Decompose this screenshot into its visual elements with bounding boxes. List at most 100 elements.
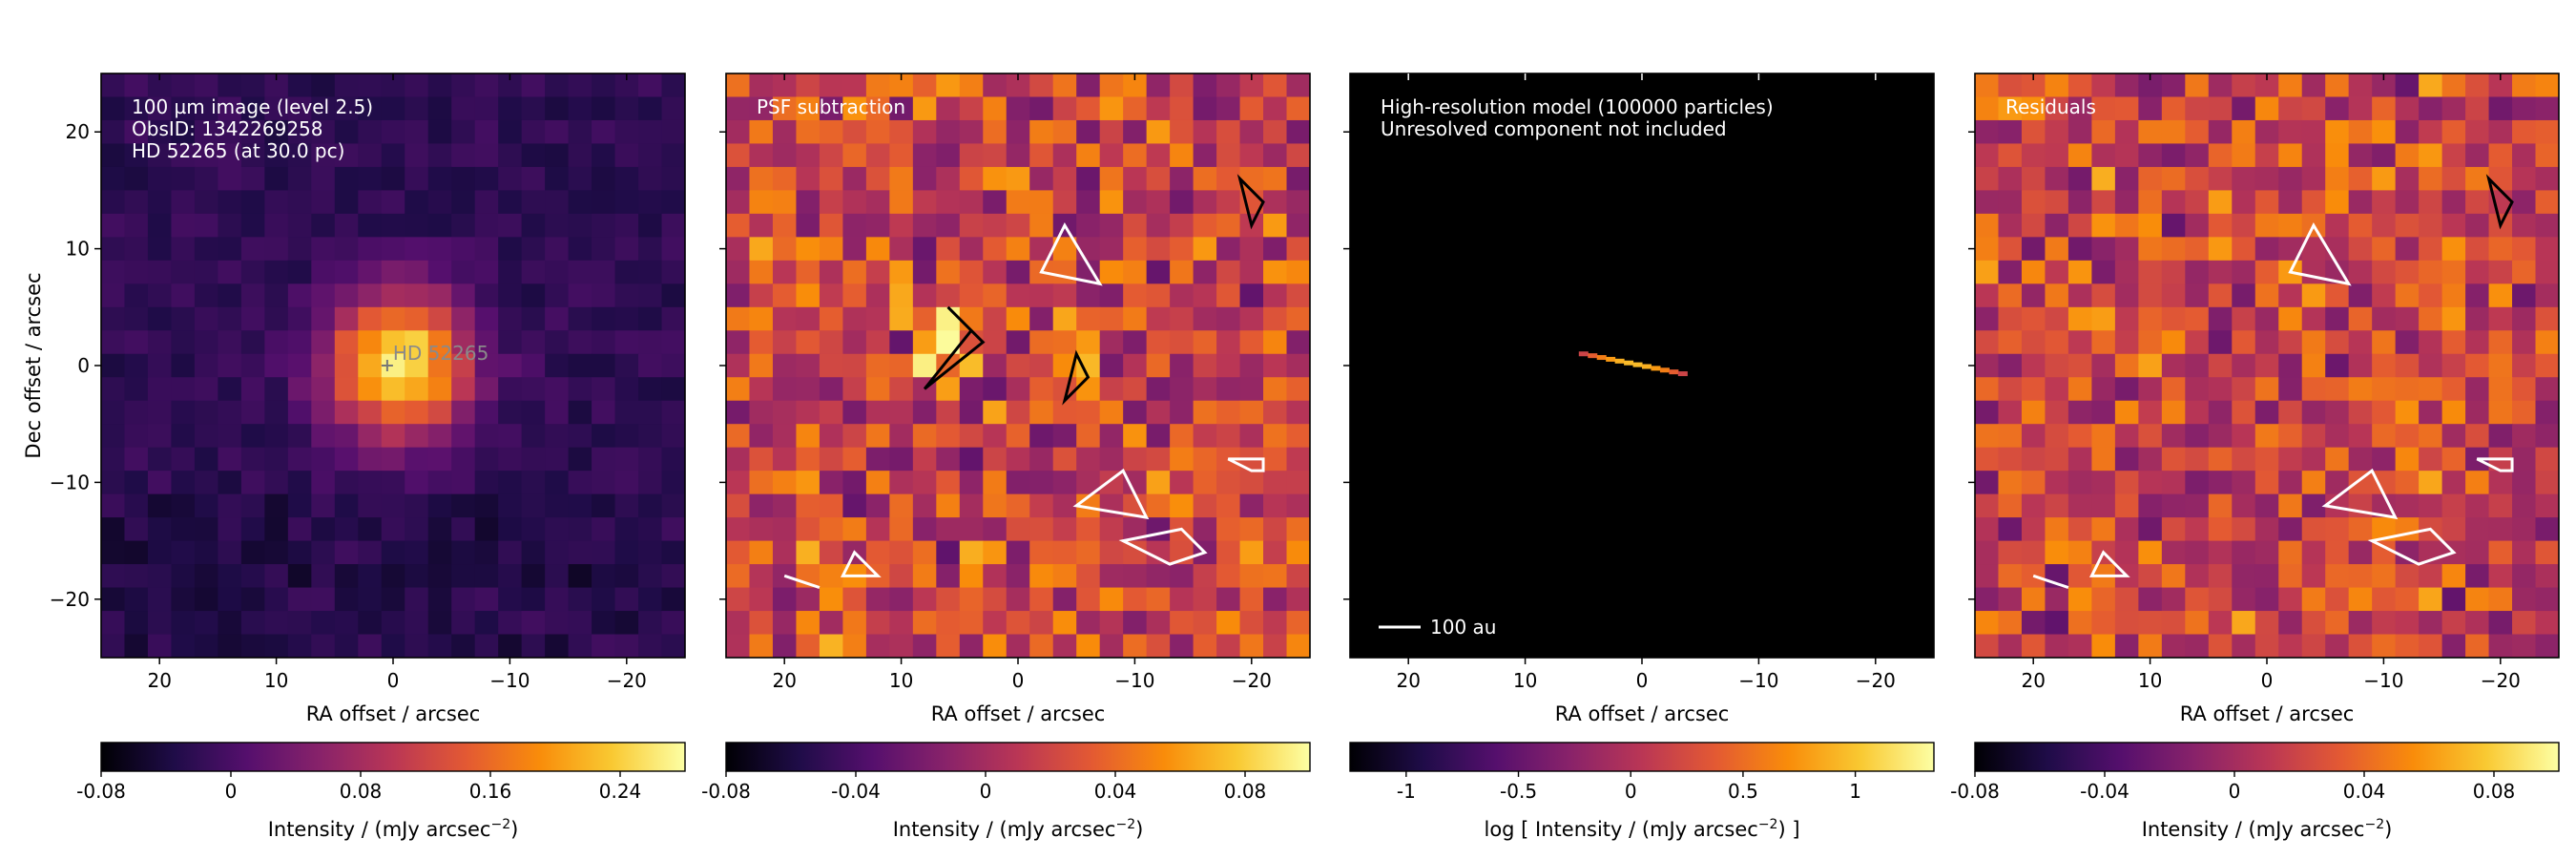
image-pixel xyxy=(2138,283,2163,308)
image-pixel xyxy=(171,73,196,98)
image-pixel xyxy=(1193,237,1217,262)
image-pixel xyxy=(498,96,523,121)
image-pixel xyxy=(638,400,663,425)
image-pixel xyxy=(1076,73,1101,98)
image-pixel xyxy=(451,447,476,471)
image-pixel xyxy=(2091,447,2116,471)
image-pixel xyxy=(592,493,616,518)
image-pixel xyxy=(474,634,499,658)
colorbar-label: Intensity / (mJy arcsec−2) xyxy=(268,817,519,841)
image-pixel xyxy=(2208,564,2233,589)
image-pixel xyxy=(1263,73,1288,98)
image-pixel xyxy=(1076,306,1101,331)
image-pixel xyxy=(451,611,476,636)
image-pixel xyxy=(2208,119,2233,145)
image-pixel xyxy=(171,283,196,308)
image-pixel xyxy=(1052,447,1077,471)
image-pixel xyxy=(1029,400,1054,425)
image-pixel xyxy=(912,237,937,262)
image-pixel xyxy=(240,96,265,121)
image-pixel xyxy=(2254,119,2279,145)
image-pixel xyxy=(983,493,1008,518)
image-pixel xyxy=(2138,517,2163,542)
image-pixel xyxy=(2208,493,2233,518)
colorbar-tick-label: 0.5 xyxy=(1728,780,1758,803)
image-pixel xyxy=(2465,400,2490,425)
image-pixel xyxy=(912,330,937,355)
image-pixel xyxy=(726,73,751,98)
image-pixel xyxy=(2161,611,2186,636)
image-pixel xyxy=(1029,96,1054,121)
image-pixel xyxy=(451,143,476,168)
image-pixel xyxy=(545,377,570,402)
image-pixel xyxy=(865,493,890,518)
image-pixel xyxy=(1170,330,1195,355)
annotation-line: High-resolution model (100000 particles) xyxy=(1381,95,1774,118)
image-pixel xyxy=(2091,493,2116,518)
image-pixel xyxy=(2208,424,2233,449)
image-pixel xyxy=(2535,260,2559,284)
image-pixel xyxy=(1006,517,1030,542)
image-pixel xyxy=(2021,447,2046,471)
image-pixel xyxy=(2161,564,2186,589)
image-pixel xyxy=(1216,213,1241,238)
image-pixel xyxy=(959,540,984,565)
image-pixel xyxy=(983,587,1008,612)
image-pixel xyxy=(474,587,499,612)
image-pixel xyxy=(358,143,383,168)
image-pixel xyxy=(568,377,592,402)
image-pixel xyxy=(1263,213,1288,238)
image-pixel xyxy=(749,213,774,238)
image-pixel xyxy=(936,471,961,495)
image-pixel xyxy=(2067,190,2092,215)
image-pixel xyxy=(2185,471,2210,495)
image-pixel xyxy=(2465,353,2490,378)
colorbar-label: Intensity / (mJy arcsec−2) xyxy=(2142,817,2393,841)
image-pixel xyxy=(2114,611,2139,636)
image-pixel xyxy=(2138,424,2163,449)
image-pixel xyxy=(2512,96,2537,121)
y-axis xyxy=(1968,131,1975,600)
colorbar-label-main: Intensity / (mJy arcsec xyxy=(2142,818,2365,841)
image-pixel xyxy=(2045,119,2069,145)
image-pixel xyxy=(2348,540,2373,565)
image-pixel xyxy=(334,611,359,636)
image-pixel xyxy=(1975,540,2000,565)
image-pixel xyxy=(1076,377,1101,402)
image-pixel xyxy=(194,471,218,495)
image-pixel xyxy=(2067,166,2092,191)
image-pixel xyxy=(796,190,821,215)
image-pixel xyxy=(1239,471,1264,495)
image-pixel xyxy=(1170,634,1195,658)
negative-contour xyxy=(783,574,821,589)
image-pixel xyxy=(264,447,289,471)
image-pixel xyxy=(2138,96,2163,121)
image-pixel xyxy=(2254,353,2279,378)
image-pixel xyxy=(2067,587,2092,612)
image-pixel xyxy=(1286,143,1310,168)
image-pixel xyxy=(1076,424,1101,449)
image-pixel xyxy=(1006,493,1030,518)
image-pixel xyxy=(772,119,798,145)
image-pixel xyxy=(405,517,429,542)
image-pixel xyxy=(264,587,289,612)
image-pixel xyxy=(405,96,429,121)
negative-contour xyxy=(1118,527,1208,566)
image-pixel xyxy=(2395,634,2420,658)
image-pixel xyxy=(240,587,265,612)
image-pixel xyxy=(1975,96,2000,121)
image-pixel xyxy=(101,330,126,355)
image-pixel xyxy=(2138,400,2163,425)
image-pixel xyxy=(2161,400,2186,425)
image-pixel xyxy=(240,493,265,518)
x-tick-label: −10 xyxy=(489,669,530,692)
image-pixel xyxy=(865,213,890,238)
image-pixel xyxy=(959,306,984,331)
image-pixel xyxy=(521,143,546,168)
image-pixel xyxy=(1216,471,1241,495)
image-pixel xyxy=(2301,400,2326,425)
image-pixel xyxy=(2138,190,2163,215)
image-pixel xyxy=(638,213,663,238)
image-pixel xyxy=(1029,447,1054,471)
image-pixel xyxy=(1170,237,1195,262)
